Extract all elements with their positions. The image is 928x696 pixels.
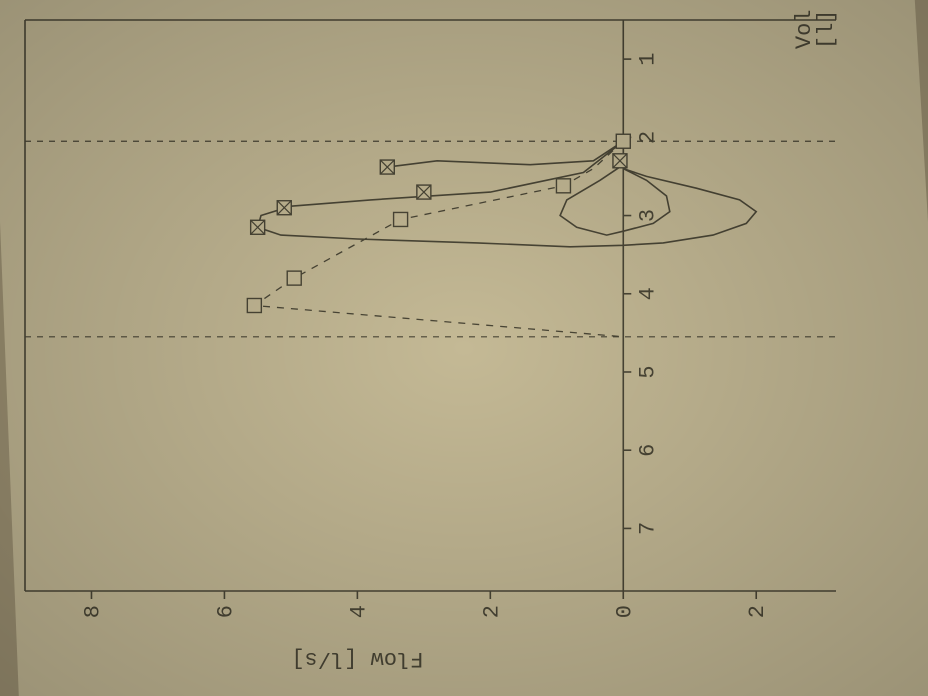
chart-container: 024682Flow [l/s]1234567Vol[l]1 <box>0 0 928 696</box>
vignette <box>0 0 928 696</box>
